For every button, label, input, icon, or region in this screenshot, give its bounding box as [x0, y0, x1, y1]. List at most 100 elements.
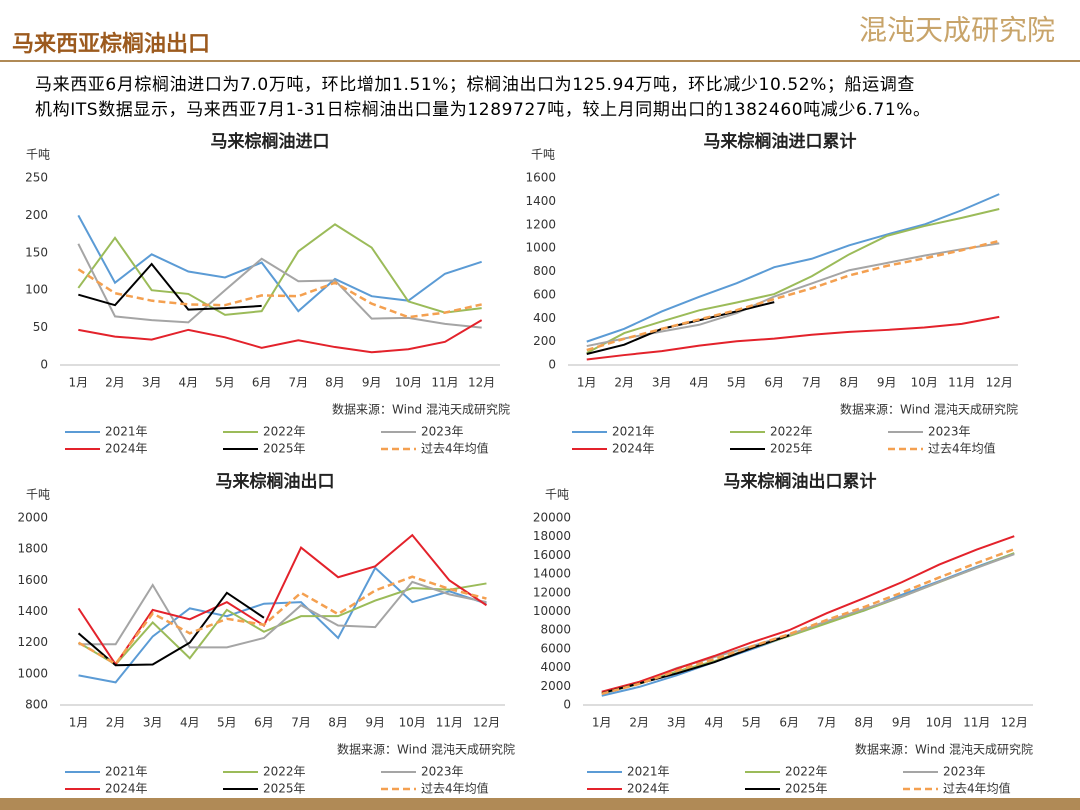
- y-tick-label: 1800: [17, 542, 48, 556]
- legend-label: 2023年: [928, 425, 971, 439]
- series-line: [77, 214, 482, 313]
- legend-label: 2021年: [105, 765, 148, 779]
- legend-label: 2025年: [785, 782, 828, 796]
- legend-label: 2023年: [421, 765, 464, 779]
- series-line: [77, 575, 487, 666]
- y-tick-label: 0: [563, 698, 571, 712]
- legend-label: 2025年: [263, 782, 306, 796]
- x-tick-label: 9月: [877, 376, 897, 390]
- x-tick-label: 3月: [667, 716, 687, 730]
- y-tick-label: 6000: [540, 641, 571, 655]
- chart-title: 马来棕榈油出口: [216, 471, 335, 492]
- summary-line: 马来西亚6月棕榈油进口为7.0万吨，环比增加1.51%；棕榈油出口为125.94…: [35, 75, 915, 95]
- series-line: [78, 262, 262, 311]
- source-note: 数据来源：Wind 混沌天成研究院: [855, 742, 1033, 757]
- x-tick-label: 8月: [839, 376, 859, 390]
- legend-label: 2025年: [770, 442, 813, 456]
- series-line: [586, 239, 1000, 352]
- legend-label: 2021年: [627, 765, 670, 779]
- x-tick-label: 1月: [577, 376, 597, 390]
- y-axis-label: 千吨: [531, 148, 555, 162]
- x-tick-label: 8月: [325, 376, 345, 390]
- series-line: [78, 319, 483, 354]
- x-tick-label: 7月: [817, 716, 837, 730]
- x-tick-label: 11月: [948, 376, 975, 390]
- x-tick-label: 1月: [69, 716, 89, 730]
- legend-label: 2021年: [105, 425, 148, 439]
- x-tick-label: 5月: [215, 376, 235, 390]
- series-line: [77, 591, 265, 667]
- legend-label: 2021年: [612, 425, 655, 439]
- series-line: [601, 535, 1015, 693]
- x-tick-label: 2月: [106, 716, 126, 730]
- y-tick-label: 1000: [17, 666, 48, 680]
- x-tick-label: 11月: [431, 376, 458, 390]
- legend-label: 2024年: [612, 442, 655, 456]
- y-tick-label: 1400: [525, 194, 556, 208]
- series-line: [77, 243, 482, 329]
- x-tick-label: 3月: [652, 376, 672, 390]
- y-tick-label: 400: [533, 311, 556, 325]
- legend-label: 2024年: [627, 782, 670, 796]
- chart-title: 马来棕榈油进口: [211, 131, 330, 152]
- x-tick-label: 4月: [180, 716, 200, 730]
- x-tick-label: 1月: [69, 376, 89, 390]
- y-tick-label: 250: [25, 171, 48, 185]
- x-tick-label: 6月: [252, 376, 272, 390]
- y-tick-label: 16000: [533, 548, 571, 562]
- x-tick-label: 7月: [291, 716, 311, 730]
- source-note: 数据来源：Wind 混沌天成研究院: [840, 402, 1018, 417]
- x-tick-label: 1月: [592, 716, 612, 730]
- y-tick-label: 200: [533, 334, 556, 348]
- series-line: [601, 547, 1015, 695]
- x-tick-label: 8月: [854, 716, 874, 730]
- y-tick-label: 1400: [17, 604, 48, 618]
- series-line: [78, 566, 487, 684]
- x-tick-label: 2月: [614, 376, 634, 390]
- series-line: [586, 193, 1000, 343]
- series-line: [77, 533, 488, 667]
- x-tick-label: 6月: [254, 716, 274, 730]
- x-tick-label: 10月: [911, 376, 938, 390]
- legend-label: 2023年: [943, 765, 986, 779]
- x-tick-label: 2月: [629, 716, 649, 730]
- y-tick-label: 1200: [17, 635, 48, 649]
- legend-label: 2025年: [263, 442, 306, 456]
- x-tick-label: 7月: [289, 376, 309, 390]
- legend-label: 2024年: [105, 782, 148, 796]
- y-axis-label: 千吨: [545, 488, 569, 502]
- y-tick-label: 0: [548, 358, 556, 372]
- y-tick-label: 20000: [533, 511, 571, 525]
- x-tick-label: 4月: [704, 716, 724, 730]
- y-tick-label: 800: [533, 264, 556, 278]
- x-tick-label: 3月: [143, 716, 163, 730]
- x-tick-label: 7月: [802, 376, 822, 390]
- legend-label: 过去4年均值: [943, 781, 1011, 796]
- x-tick-label: 6月: [764, 376, 784, 390]
- legend-label: 过去4年均值: [421, 781, 489, 796]
- legend-label: 2023年: [421, 425, 464, 439]
- y-tick-label: 100: [25, 283, 48, 297]
- legend-label: 过去4年均值: [928, 441, 996, 456]
- footer-bar: [0, 798, 1080, 810]
- source-note: 数据来源：Wind 混沌天成研究院: [337, 742, 515, 757]
- slide-title: 马来西亚棕榈油出口: [12, 31, 210, 57]
- legend-label: 过去4年均值: [421, 441, 489, 456]
- y-tick-label: 0: [40, 358, 48, 372]
- source-note: 数据来源：Wind 混沌天成研究院: [332, 402, 510, 417]
- series-line: [601, 634, 790, 695]
- series-line: [601, 552, 1015, 697]
- y-tick-label: 1000: [525, 241, 556, 255]
- x-tick-label: 4月: [689, 376, 709, 390]
- y-tick-label: 1600: [17, 573, 48, 587]
- logo: 混沌天成研究院: [859, 14, 1055, 47]
- x-tick-label: 11月: [963, 716, 990, 730]
- series-line: [78, 580, 487, 649]
- y-tick-label: 600: [533, 287, 556, 301]
- y-tick-label: 2000: [17, 511, 48, 525]
- y-tick-label: 150: [25, 245, 48, 259]
- chart-title: 马来棕榈油出口累计: [724, 471, 877, 492]
- x-tick-label: 5月: [742, 716, 762, 730]
